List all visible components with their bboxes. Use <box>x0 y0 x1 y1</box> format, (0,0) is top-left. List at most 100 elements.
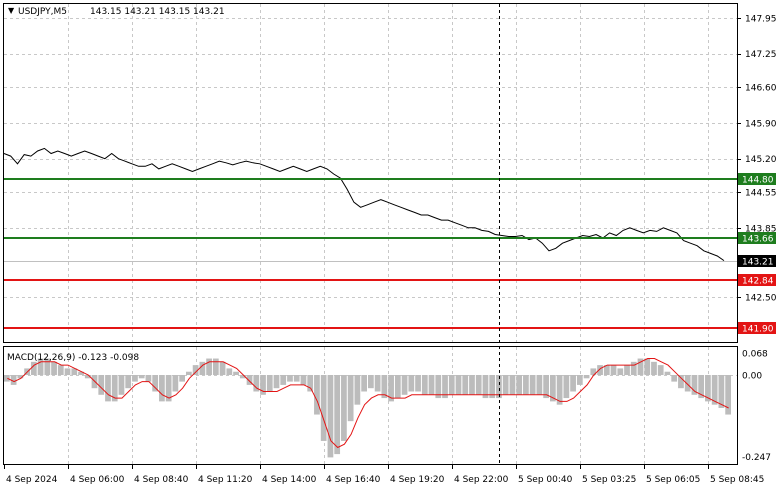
macd-histogram-bar <box>543 375 549 399</box>
macd-histogram-bar <box>590 368 597 376</box>
macd-histogram-bar <box>165 375 172 402</box>
macd-histogram-bar <box>239 375 246 379</box>
macd-histogram-bar <box>125 375 132 389</box>
ohlc-values: 143.15 143.21 143.15 143.21 <box>90 7 225 17</box>
macd-histogram-bar <box>516 375 523 395</box>
macd-histogram-bar <box>644 358 651 376</box>
macd-histogram-bar <box>455 375 462 395</box>
macd-histogram-bar <box>523 375 529 395</box>
macd-histogram-bar <box>705 375 711 402</box>
macd-histogram-bar <box>435 375 442 399</box>
macd-histogram-bar <box>71 368 78 376</box>
macd-histogram-bar <box>347 375 354 422</box>
macd-histogram-bar <box>219 361 226 376</box>
macd-histogram-bar <box>583 375 590 379</box>
macd-histogram-bar <box>226 368 233 376</box>
y-tick-label: 144.55 <box>745 188 777 198</box>
macd-histogram-bar <box>698 375 705 399</box>
macd-histogram-bar <box>199 361 206 376</box>
macd-histogram-bar <box>448 375 455 395</box>
macd-histogram-bar <box>10 375 17 385</box>
macd-histogram-bar <box>576 375 583 385</box>
macd-histogram-bar <box>536 375 543 395</box>
macd-histogram-bar <box>30 361 37 376</box>
x-tick-label: 5 Sep 00:40 <box>518 475 573 485</box>
macd-histogram-bar <box>98 375 105 395</box>
macd-histogram-bar <box>401 375 408 395</box>
macd-histogram-bar <box>502 375 509 395</box>
macd-histogram-bar <box>354 375 361 405</box>
macd-histogram-bar <box>280 375 287 385</box>
macd-histogram-bar <box>428 375 435 395</box>
macd-histogram-bar <box>37 358 44 376</box>
macd-histogram-bar <box>361 375 367 392</box>
macd-histogram-bar <box>44 358 51 376</box>
macd-histogram-bar <box>172 375 179 392</box>
menu-arrow-icon[interactable]: ▼ <box>8 6 15 15</box>
x-tick-label: 4 Sep 16:40 <box>326 475 381 485</box>
level-label: 142.84 <box>742 277 774 287</box>
macd-histogram-bar <box>132 375 138 382</box>
macd-histogram-bar <box>145 375 152 382</box>
macd-histogram-bar <box>159 375 165 402</box>
level-label-bg <box>738 173 776 185</box>
macd-histogram-bar <box>489 375 496 399</box>
macd-histogram-bar <box>293 375 300 382</box>
horizontal-levels[interactable]: 144.80 143.66 142.84 141.90 <box>4 173 776 335</box>
macd-histogram-bar <box>556 375 563 405</box>
macd-histogram-bar <box>273 375 280 389</box>
y-tick-label: 143.85 <box>745 224 777 234</box>
macd-histogram-bar <box>320 375 327 441</box>
macd-histogram-bar <box>17 375 24 379</box>
macd-histogram-bar <box>529 375 536 395</box>
x-tick-label: 5 Sep 03:25 <box>582 475 636 485</box>
price-pane-frame <box>3 3 738 343</box>
price-axis[interactable]: 147.95 147.25 146.60 145.90 145.20 144.55 143.… <box>737 14 777 303</box>
macd-y-tick-label: 0.068 <box>742 350 768 360</box>
macd-histogram-bar <box>51 361 57 376</box>
macd-histogram-bar <box>179 375 185 382</box>
macd-histogram-bar <box>637 358 644 376</box>
macd-histogram-bar <box>266 375 273 392</box>
macd-histogram-bar <box>388 375 394 402</box>
macd-histogram-bar <box>469 375 475 395</box>
macd-histogram-bar <box>152 375 159 392</box>
macd-histogram-bar <box>550 375 556 402</box>
x-tick-label: 5 Sep 06:05 <box>646 475 700 485</box>
macd-axis[interactable]: 0.068 0.00 -0.247 <box>742 350 771 463</box>
macd-histogram-bar <box>287 375 293 382</box>
level-label-bg <box>738 274 776 286</box>
macd-y-tick-label: 0.00 <box>742 372 762 382</box>
macd-pane-frame <box>3 346 738 465</box>
macd-histogram-bar <box>138 375 145 379</box>
macd-histogram-bar <box>381 375 388 399</box>
level-label-bg <box>738 232 776 244</box>
x-tick-label: 4 Sep 06:00 <box>70 475 125 485</box>
macd-histogram-bar <box>233 371 239 376</box>
macd-histogram-bar <box>192 365 199 376</box>
time-axis[interactable]: 4 Sep 2024 4 Sep 06:00 4 Sep 08:40 4 Sep 11… <box>4 464 765 485</box>
macd-histogram-bar <box>624 365 630 376</box>
x-tick-label: 4 Sep 14:00 <box>262 475 317 485</box>
macd-histogram-bar <box>610 365 617 376</box>
y-tick-label: 145.20 <box>745 155 777 165</box>
macd-histogram-bar <box>186 371 192 376</box>
x-tick-label: 4 Sep 08:40 <box>134 475 189 485</box>
x-tick-label: 5 Sep 08:45 <box>710 475 764 485</box>
level-label-bg <box>738 322 776 334</box>
macd-histogram-bar <box>630 361 637 376</box>
x-tick-label: 4 Sep 19:20 <box>390 475 445 485</box>
macd-histogram-bar <box>212 358 219 376</box>
macd-histogram-bar <box>253 375 260 392</box>
level-label: 144.80 <box>742 176 774 186</box>
macd-histogram-bar <box>664 371 671 376</box>
macd-histogram-bar <box>394 375 401 399</box>
macd-histogram-bar <box>78 371 84 376</box>
macd-histogram-bar <box>657 365 664 376</box>
macd-histogram-bar <box>374 375 381 392</box>
macd-histogram-bar <box>260 375 266 395</box>
y-tick-label: 147.25 <box>745 50 777 60</box>
macd-histogram-bar <box>408 375 415 392</box>
macd-histogram-bar <box>671 375 678 382</box>
